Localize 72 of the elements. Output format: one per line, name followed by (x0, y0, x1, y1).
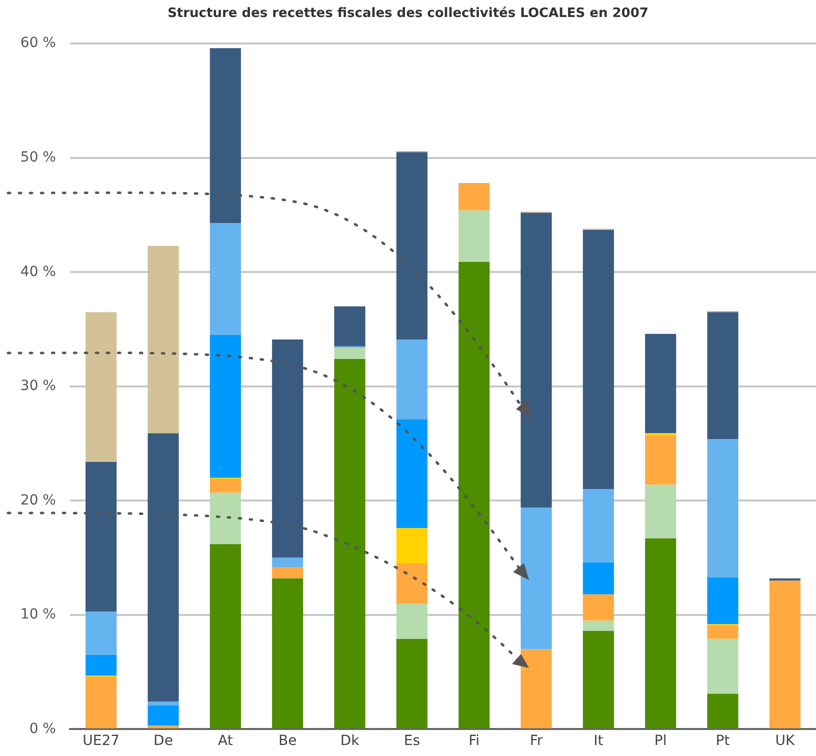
bar (210, 223, 241, 335)
bar (210, 544, 241, 728)
x-tick-label: Pl (654, 733, 667, 750)
y-tick-label: 30 % (20, 378, 56, 394)
bar (148, 705, 179, 726)
bar (272, 566, 304, 578)
bar (272, 340, 304, 558)
bar (520, 508, 552, 650)
chart-title: Structure des recettes fiscales des collectivités LOCALES en 2007 (168, 6, 648, 22)
y-tick-label: 40 % (20, 264, 56, 280)
y-tick-label: 10 % (20, 606, 56, 623)
bar (334, 306, 366, 346)
x-tick-label: Pt (716, 733, 730, 750)
x-tick-label: De (154, 733, 173, 750)
bar (210, 492, 241, 544)
x-tick-label: At (218, 733, 234, 750)
bar (707, 638, 738, 694)
bar (396, 420, 428, 528)
bar (582, 230, 614, 490)
bar (396, 152, 428, 340)
x-tick-label: UE27 (82, 733, 120, 750)
bar (396, 638, 428, 728)
bar (520, 649, 552, 728)
bar (210, 48, 241, 223)
bar (86, 312, 117, 462)
y-tick-label: 20 % (20, 492, 56, 508)
x-tick-label: Fr (530, 733, 543, 750)
bar (210, 478, 241, 493)
bar (458, 262, 490, 728)
bar (272, 558, 304, 567)
bar (86, 612, 117, 655)
bar (148, 246, 179, 434)
bar (334, 358, 366, 728)
bar (210, 334, 241, 478)
bar (396, 528, 428, 564)
bar (707, 438, 738, 578)
bar (582, 620, 614, 631)
bar (707, 694, 738, 728)
x-tick-label: Es (404, 733, 420, 750)
x-tick-label: Be (278, 733, 297, 750)
x-tick-label: Dk (340, 733, 360, 750)
bar (582, 630, 614, 728)
bar (645, 433, 676, 436)
bar (458, 183, 490, 210)
bar (645, 334, 676, 434)
bar (334, 348, 366, 359)
bar (645, 538, 676, 728)
bar (582, 489, 614, 562)
bar (645, 484, 676, 538)
bar (582, 594, 614, 621)
x-tick-label: UK (775, 733, 796, 750)
y-tick-label: 60 % (20, 35, 56, 52)
bar (707, 577, 738, 624)
bar (769, 580, 800, 728)
bar (86, 676, 117, 728)
bar (86, 462, 117, 612)
bar (396, 340, 428, 420)
bar (86, 654, 117, 676)
bar (645, 436, 676, 485)
bar (520, 212, 552, 508)
bar (582, 562, 614, 594)
bar (458, 210, 490, 262)
x-tick-label: It (594, 733, 604, 750)
y-tick-label: 50 % (20, 150, 56, 166)
bar (396, 604, 428, 639)
y-tick-label: 0 % (29, 720, 56, 737)
bar (707, 625, 738, 639)
bar (272, 578, 304, 728)
x-tick-label: Fi (468, 733, 480, 750)
bar (707, 312, 738, 439)
bar (396, 564, 428, 604)
bar (148, 433, 179, 702)
